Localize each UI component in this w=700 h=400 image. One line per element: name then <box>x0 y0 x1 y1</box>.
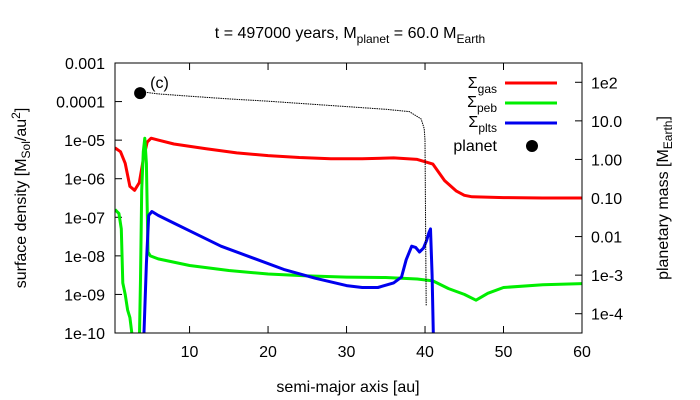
planet-marker <box>134 87 147 100</box>
series-line-plts <box>142 210 435 333</box>
y-right-tick-label: 1e-4 <box>591 307 623 324</box>
legend-label-peb: Σpeb <box>467 94 497 115</box>
y-left-tick-label: 1e-09 <box>64 287 105 304</box>
legend-label-planet: planet <box>453 138 497 155</box>
x-tick-label: 60 <box>573 344 591 361</box>
legend-label-gas: Σgas <box>468 75 497 96</box>
y-left-tick-label: 0.001 <box>65 56 105 73</box>
x-tick-label: 10 <box>181 344 199 361</box>
series-group <box>115 91 582 333</box>
y-right-tick-label: 1.00 <box>591 152 622 169</box>
x-tick-label: 40 <box>416 344 434 361</box>
x-axis-label: semi-major axis [au] <box>276 379 419 396</box>
planet-marker-label: (c) <box>150 75 169 92</box>
chart-title: t = 497000 years, Mplanet = 60.0 MEarth <box>215 25 485 46</box>
y-right-tick-label: 1e2 <box>591 75 618 92</box>
axis-ticks: 10 20 30 40 50 60 0.001 0.0001 1e-05 1e-06 1e-07 1e… <box>56 56 623 361</box>
y-right-tick-label: 1e-3 <box>591 268 623 285</box>
y-left-tick-label: 1e-08 <box>64 249 105 266</box>
series-line-track <box>142 91 427 307</box>
y-left-tick-label: 1e-06 <box>64 172 105 189</box>
left-axis-label: surface density [MSol/au2] <box>9 108 33 289</box>
series-line-peb <box>115 136 582 333</box>
y-left-tick-label: 0.0001 <box>56 95 105 112</box>
y-right-tick-label: 10.0 <box>591 114 622 131</box>
y-left-tick-label: 1e-07 <box>64 210 105 227</box>
plot-frame <box>114 62 583 334</box>
y-right-tick-label: 0.10 <box>591 191 622 208</box>
series-line-gas <box>115 136 582 200</box>
legend-swatch-planet <box>526 140 538 152</box>
legend: Σgas Σpeb Σplts planet <box>453 75 557 155</box>
y-right-tick-label: 0.01 <box>591 230 622 247</box>
legend-label-plts: Σplts <box>468 114 497 135</box>
x-tick-label: 50 <box>495 344 513 361</box>
right-axis-label: planetary mass [MEarth] <box>655 116 675 280</box>
x-tick-label: 20 <box>259 344 277 361</box>
x-tick-label: 30 <box>338 344 356 361</box>
y-left-tick-label: 1e-10 <box>64 326 105 343</box>
y-left-tick-label: 1e-05 <box>64 133 105 150</box>
